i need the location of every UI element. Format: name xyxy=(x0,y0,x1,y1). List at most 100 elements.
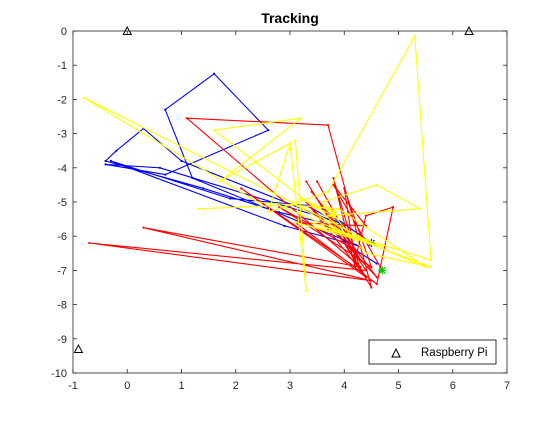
ticks-layer: -1 0 1 2 3 4 5 6 7-10-9-8-7-6-5-4-3-2-10 xyxy=(51,26,510,392)
data-point xyxy=(429,259,433,262)
data-point xyxy=(283,197,286,200)
data-point xyxy=(354,265,357,269)
series-layer xyxy=(82,35,433,293)
y-tick-label: -10 xyxy=(51,368,67,380)
data-point xyxy=(267,129,270,132)
data-point xyxy=(310,190,313,193)
x-tick-label: 6 xyxy=(450,380,456,392)
data-point xyxy=(354,248,357,251)
data-point xyxy=(240,187,243,190)
data-point xyxy=(419,207,422,210)
data-point xyxy=(104,163,107,166)
data-point xyxy=(142,226,145,229)
data-point xyxy=(359,259,362,262)
data-point xyxy=(88,241,91,245)
data-point xyxy=(310,221,313,224)
data-point xyxy=(343,187,346,190)
data-point xyxy=(354,259,357,262)
data-point xyxy=(212,129,216,132)
data-point xyxy=(212,72,216,75)
data-point xyxy=(299,117,302,120)
data-point xyxy=(278,204,281,207)
x-tick-label: -1 xyxy=(68,380,78,392)
y-tick-label: -7 xyxy=(57,265,67,277)
data-point xyxy=(191,176,194,180)
data-point xyxy=(305,180,308,183)
data-point xyxy=(424,265,427,269)
data-point xyxy=(364,252,368,255)
y-tick-label: -8 xyxy=(57,300,67,312)
data-point xyxy=(294,221,297,224)
data-point xyxy=(299,197,302,200)
data-point xyxy=(375,276,378,279)
y-tick-label: -1 xyxy=(57,60,67,72)
data-point xyxy=(326,190,330,193)
data-point xyxy=(359,265,362,269)
end-marker-stroke xyxy=(378,266,386,274)
data-point xyxy=(267,211,270,214)
data-point xyxy=(278,206,281,209)
data-point xyxy=(337,218,340,221)
x-tick-label: 7 xyxy=(504,380,510,392)
x-tick-label: 5 xyxy=(395,380,401,392)
raspberry-pi-marker xyxy=(73,343,84,354)
data-point xyxy=(375,282,378,286)
data-point xyxy=(370,279,373,282)
data-point xyxy=(337,224,340,228)
data-point xyxy=(364,238,368,241)
data-point xyxy=(321,200,324,204)
legend: Raspberry Pi xyxy=(368,339,497,365)
data-point xyxy=(164,173,167,176)
data-point xyxy=(82,96,85,99)
data-point xyxy=(332,176,335,180)
data-point xyxy=(256,200,259,204)
y-tick-label: -3 xyxy=(57,129,67,141)
data-point xyxy=(364,269,368,272)
data-point xyxy=(109,159,113,163)
series-2 xyxy=(82,35,433,293)
legend-triangle-icon xyxy=(391,347,401,358)
data-point xyxy=(381,245,384,248)
data-point xyxy=(283,224,286,228)
data-point xyxy=(305,289,308,293)
x-tick-label: 4 xyxy=(341,380,347,392)
data-point xyxy=(294,139,297,142)
raspberry-pi-marker xyxy=(122,25,133,35)
data-point xyxy=(370,265,373,269)
data-point xyxy=(164,108,167,111)
data-point xyxy=(370,286,373,289)
data-point xyxy=(202,187,205,190)
data-point xyxy=(185,117,189,120)
data-point xyxy=(343,231,346,234)
legend-entry-label: Raspberry Pi xyxy=(421,347,487,359)
y-tick-label: -9 xyxy=(57,334,67,346)
data-point xyxy=(375,183,378,186)
data-point xyxy=(364,276,368,279)
data-point xyxy=(229,197,232,200)
data-point xyxy=(180,159,183,163)
y-tick-label: -4 xyxy=(57,163,67,175)
data-point xyxy=(218,180,221,183)
series-line xyxy=(83,35,432,292)
data-point xyxy=(337,207,340,210)
x-tick-label: 1 xyxy=(178,380,184,392)
data-point xyxy=(104,159,107,163)
data-point xyxy=(158,166,161,169)
legend-box xyxy=(368,339,497,365)
y-tick-label: 0 xyxy=(61,26,67,38)
end-marker xyxy=(329,208,338,217)
data-point xyxy=(288,142,292,145)
end-marker xyxy=(378,266,387,275)
data-point xyxy=(364,214,368,217)
series-line xyxy=(88,117,394,289)
data-point xyxy=(429,265,433,269)
anchor-layer xyxy=(73,25,474,354)
data-point xyxy=(359,269,362,272)
end-marker-stroke xyxy=(329,208,337,216)
data-point xyxy=(326,123,330,127)
data-point xyxy=(413,35,416,38)
data-point xyxy=(326,214,330,217)
y-tick-label: -5 xyxy=(57,197,67,209)
